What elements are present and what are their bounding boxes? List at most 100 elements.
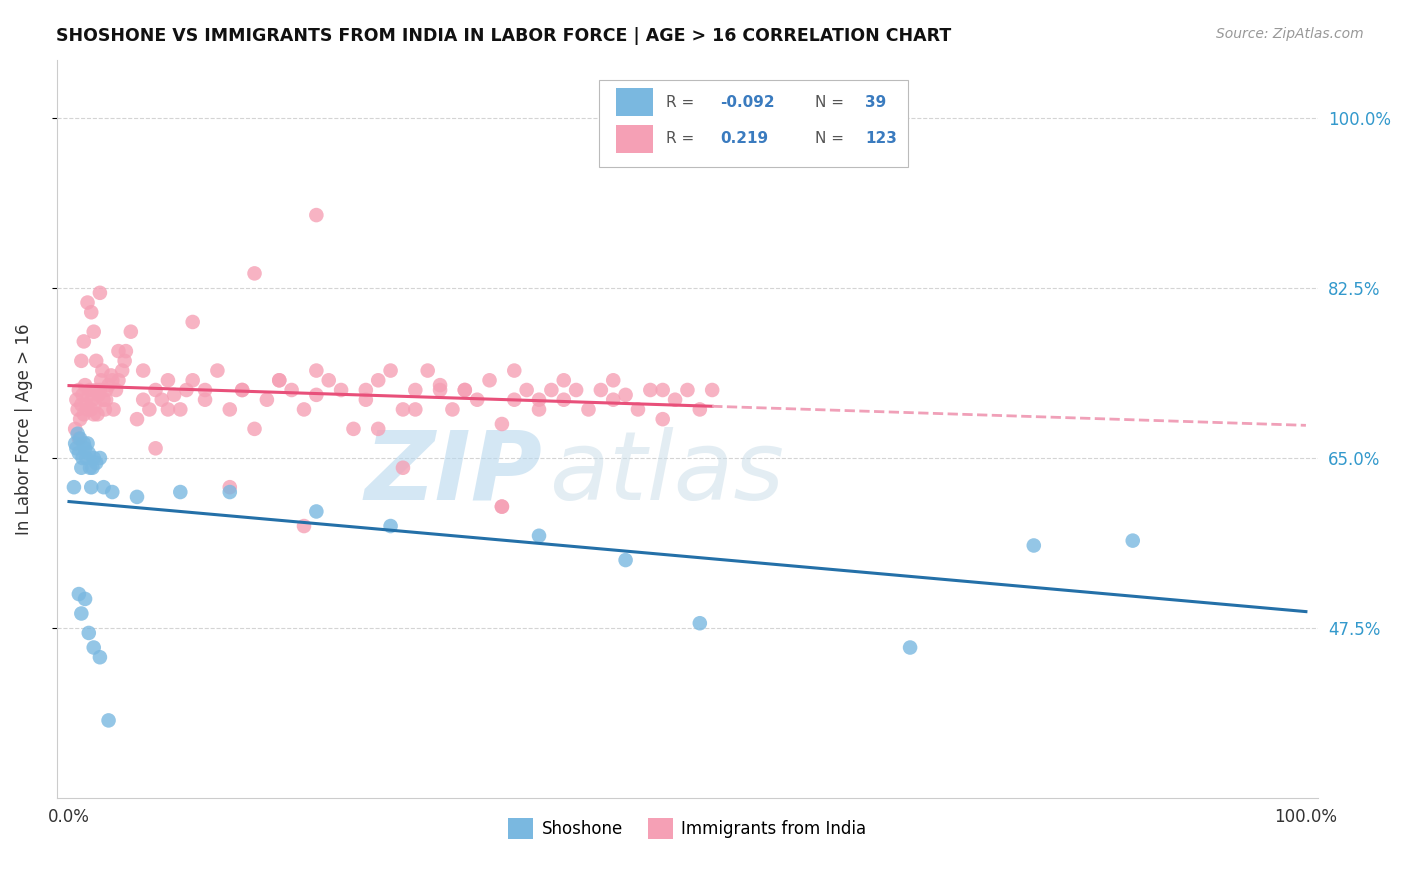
- Text: SHOSHONE VS IMMIGRANTS FROM INDIA IN LABOR FORCE | AGE > 16 CORRELATION CHART: SHOSHONE VS IMMIGRANTS FROM INDIA IN LAB…: [56, 27, 952, 45]
- Point: [194, 383, 217, 397]
- Point: [194, 392, 217, 407]
- Point: [553, 392, 575, 407]
- Point: [664, 392, 686, 407]
- Point: [516, 383, 538, 397]
- Text: -0.092: -0.092: [720, 95, 775, 110]
- Point: [404, 383, 426, 397]
- Point: [73, 436, 96, 450]
- Point: [181, 315, 204, 329]
- Point: [101, 485, 124, 500]
- Point: [111, 363, 134, 377]
- Point: [63, 436, 86, 450]
- Point: [305, 208, 328, 222]
- Point: [84, 398, 107, 412]
- Point: [478, 373, 501, 387]
- Point: [63, 480, 86, 494]
- Point: [82, 460, 104, 475]
- Point: [82, 392, 104, 407]
- Point: [1022, 539, 1045, 553]
- Point: [65, 442, 87, 456]
- Point: [132, 392, 155, 407]
- Point: [80, 402, 103, 417]
- Point: [67, 432, 90, 446]
- Point: [565, 383, 588, 397]
- Point: [80, 305, 103, 319]
- Point: [73, 591, 96, 606]
- Point: [97, 714, 120, 728]
- Point: [70, 398, 93, 412]
- FancyBboxPatch shape: [616, 125, 654, 153]
- Point: [89, 285, 111, 300]
- Point: [75, 450, 97, 465]
- Text: 39: 39: [865, 95, 887, 110]
- Point: [63, 422, 86, 436]
- Point: [540, 383, 562, 397]
- Point: [218, 402, 240, 417]
- Point: [73, 378, 96, 392]
- Point: [627, 402, 650, 417]
- Point: [367, 422, 389, 436]
- Point: [169, 485, 191, 500]
- Point: [66, 426, 89, 441]
- Point: [125, 412, 148, 426]
- Point: [77, 626, 100, 640]
- Point: [589, 383, 612, 397]
- Point: [66, 402, 89, 417]
- Point: [602, 392, 624, 407]
- Point: [651, 412, 673, 426]
- FancyBboxPatch shape: [616, 87, 654, 117]
- Point: [429, 378, 451, 392]
- Point: [65, 392, 87, 407]
- Point: [243, 422, 266, 436]
- Point: [84, 354, 107, 368]
- Point: [243, 266, 266, 280]
- Point: [269, 373, 291, 387]
- Point: [231, 383, 253, 397]
- Point: [441, 402, 464, 417]
- Point: [380, 519, 402, 533]
- Point: [67, 446, 90, 460]
- Point: [676, 383, 699, 397]
- Point: [83, 640, 105, 655]
- Point: [70, 354, 93, 368]
- Point: [69, 432, 91, 446]
- Point: [354, 392, 377, 407]
- Point: [89, 383, 111, 397]
- Point: [138, 402, 160, 417]
- Point: [72, 450, 94, 465]
- Point: [73, 407, 96, 421]
- Text: 123: 123: [865, 131, 897, 146]
- Point: [103, 402, 125, 417]
- Point: [404, 402, 426, 417]
- Point: [305, 388, 328, 402]
- Point: [218, 485, 240, 500]
- Point: [76, 436, 98, 450]
- Point: [689, 616, 711, 631]
- Point: [898, 640, 921, 655]
- Point: [93, 480, 115, 494]
- Point: [392, 402, 415, 417]
- Point: [101, 373, 124, 387]
- Point: [169, 402, 191, 417]
- Point: [70, 460, 93, 475]
- Point: [83, 450, 105, 465]
- Text: Source: ZipAtlas.com: Source: ZipAtlas.com: [1216, 27, 1364, 41]
- Point: [527, 529, 550, 543]
- Point: [207, 363, 229, 377]
- Point: [94, 402, 117, 417]
- Point: [429, 383, 451, 397]
- Point: [73, 442, 96, 456]
- Point: [125, 490, 148, 504]
- Point: [79, 383, 101, 397]
- Point: [156, 373, 179, 387]
- Point: [76, 402, 98, 417]
- Point: [115, 344, 138, 359]
- Point: [75, 398, 97, 412]
- Point: [70, 607, 93, 621]
- Point: [689, 402, 711, 417]
- Point: [67, 383, 90, 397]
- Point: [145, 442, 167, 456]
- Point: [491, 500, 513, 514]
- Point: [218, 480, 240, 494]
- Text: atlas: atlas: [548, 426, 783, 520]
